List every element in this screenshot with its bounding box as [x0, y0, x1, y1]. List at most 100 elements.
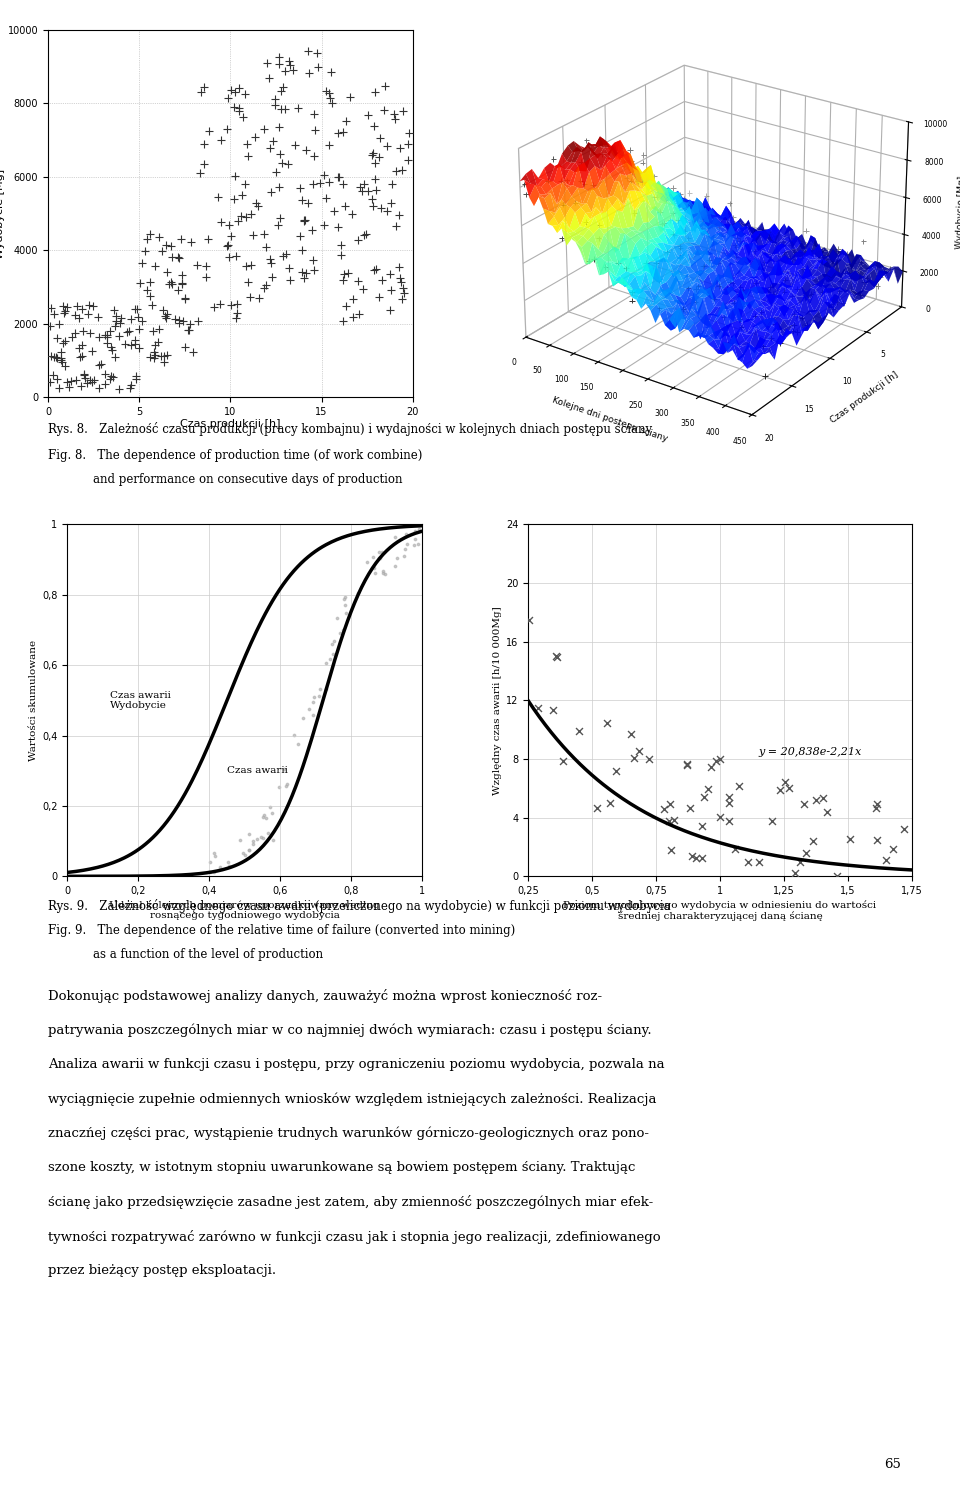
Point	[99, 324, 114, 348]
Point	[233, 204, 249, 228]
Point	[240, 132, 255, 156]
Point	[256, 117, 272, 141]
Text: wyciągnięcie zupełnie odmiennych wniosków względem istniejących zależności. Real: wyciągnięcie zupełnie odmiennych wnioskó…	[48, 1092, 657, 1106]
Point	[42, 370, 58, 394]
Point	[351, 301, 367, 325]
Point	[337, 593, 352, 617]
Point	[143, 346, 158, 370]
Point	[158, 306, 174, 330]
Text: ścianę jako przedsięwzięcie zasadne jest zatem, aby zmienność poszczególnych mia: ścianę jako przedsięwzięcie zasadne jest…	[48, 1195, 653, 1209]
Point	[360, 180, 375, 204]
Point	[324, 60, 339, 84]
Point	[84, 339, 100, 363]
Point	[684, 845, 700, 869]
Point	[287, 133, 302, 157]
Point	[336, 587, 351, 611]
Point	[325, 641, 341, 665]
Point	[236, 105, 252, 129]
Point	[263, 180, 278, 204]
Point	[73, 345, 88, 369]
Point	[731, 774, 746, 798]
Point	[177, 288, 192, 312]
Point	[374, 268, 390, 292]
Point	[143, 270, 158, 294]
Point	[201, 120, 216, 144]
Point	[721, 791, 736, 815]
Point	[290, 733, 305, 756]
Point	[148, 333, 163, 357]
Point	[318, 79, 333, 103]
Point	[379, 199, 395, 223]
Point	[242, 837, 257, 861]
Point	[60, 370, 75, 394]
Point	[297, 208, 312, 232]
Point	[571, 719, 587, 743]
Text: Czas awarii: Czas awarii	[228, 765, 288, 776]
Point	[207, 845, 223, 869]
Text: Fig. 8.   The dependence of production time (of work combine): Fig. 8. The dependence of production tim…	[48, 449, 422, 463]
Point	[366, 195, 381, 219]
Point	[372, 126, 388, 150]
Point	[245, 223, 260, 247]
Point	[132, 271, 148, 295]
Point	[278, 773, 294, 797]
Point	[364, 144, 379, 168]
Point	[307, 685, 323, 709]
Point	[272, 207, 287, 231]
Point	[751, 851, 766, 875]
Point	[234, 183, 250, 207]
Point	[134, 252, 150, 276]
Point	[262, 247, 277, 271]
Point	[226, 869, 241, 893]
Point	[229, 301, 245, 325]
Point	[317, 213, 332, 237]
Point	[154, 345, 169, 369]
Point	[599, 710, 614, 734]
Point	[793, 849, 808, 873]
Point	[336, 619, 351, 643]
Point	[275, 151, 290, 175]
Point	[626, 746, 641, 770]
Point	[45, 363, 60, 386]
Text: szone koszty, w istotnym stopniu uwarunkowane są bowiem postępem ściany. Traktuj: szone koszty, w istotnym stopniu uwarunk…	[48, 1161, 636, 1174]
Point	[74, 297, 89, 321]
Point	[797, 792, 812, 816]
Point	[193, 162, 208, 186]
Point	[107, 298, 122, 322]
Point	[213, 127, 228, 151]
Point	[355, 277, 371, 301]
Point	[301, 697, 317, 721]
Point	[172, 312, 187, 336]
Point	[395, 159, 410, 183]
Point	[178, 286, 193, 310]
Point	[683, 795, 698, 819]
Point	[399, 532, 415, 556]
Point	[387, 108, 402, 132]
Point	[224, 78, 239, 102]
Point	[164, 271, 180, 295]
Point	[261, 66, 276, 90]
Point	[290, 96, 305, 120]
Point	[262, 795, 277, 819]
Point	[137, 238, 153, 262]
Point	[306, 102, 322, 126]
Point	[50, 346, 65, 370]
Point	[388, 159, 403, 183]
Point	[276, 756, 292, 780]
Point	[263, 136, 278, 160]
Point	[787, 861, 803, 885]
Point	[296, 706, 311, 730]
Point	[393, 271, 408, 295]
Point	[330, 165, 346, 189]
Text: znaczńej części prac, wystąpienie trudnych warunków górniczo-geologicznych oraz : znaczńej części prac, wystąpienie trudny…	[48, 1126, 649, 1140]
Point	[352, 175, 368, 199]
Point	[237, 172, 252, 196]
Point	[350, 270, 366, 294]
Point	[368, 178, 383, 202]
Point	[237, 843, 252, 867]
Point	[222, 854, 237, 878]
Point	[238, 205, 253, 229]
Point	[369, 258, 384, 282]
Point	[293, 225, 308, 249]
Point	[368, 166, 383, 190]
